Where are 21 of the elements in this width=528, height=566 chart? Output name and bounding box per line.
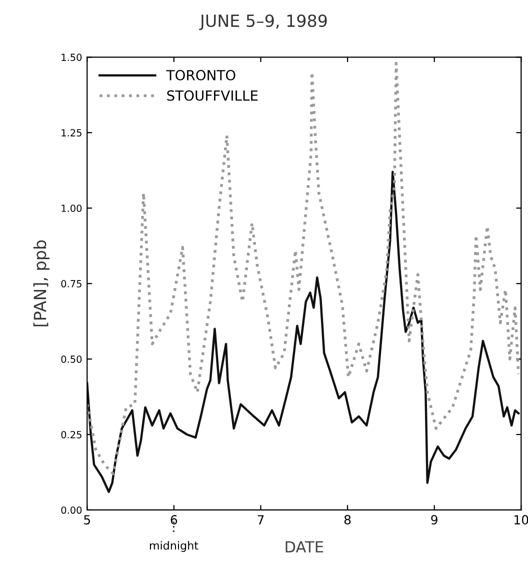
x-tick-label: 6 xyxy=(170,515,178,525)
y-tick-label: 1.50 xyxy=(62,54,82,61)
y-tick-label: 1.25 xyxy=(62,129,82,136)
legend-label: TORONTO xyxy=(166,70,236,80)
x-tick-label: 5 xyxy=(84,515,90,525)
x-axis-title: DATE xyxy=(286,541,324,552)
y-tick-label: 0.50 xyxy=(61,356,82,363)
y-tick-label: 0.75 xyxy=(61,280,82,288)
y-tick-label: 0.25 xyxy=(61,430,82,438)
x-tick-label: 8 xyxy=(344,515,351,525)
line-series xyxy=(87,170,520,493)
x-tick-label: 9 xyxy=(431,515,438,525)
y-tick-label: 0.00 xyxy=(61,506,82,514)
y-axis-title: [PAN], ppb xyxy=(33,240,50,326)
chart-title: JUNE 5–9, 1989 xyxy=(199,14,327,30)
line-series xyxy=(87,62,520,476)
text: midnight xyxy=(150,541,198,552)
y-tick-label: 1.00 xyxy=(62,204,82,212)
legend-label: STOUFFVILLE xyxy=(167,90,258,101)
x-tick-label: 10 xyxy=(514,515,528,525)
x-tick-label: 7 xyxy=(258,515,264,524)
